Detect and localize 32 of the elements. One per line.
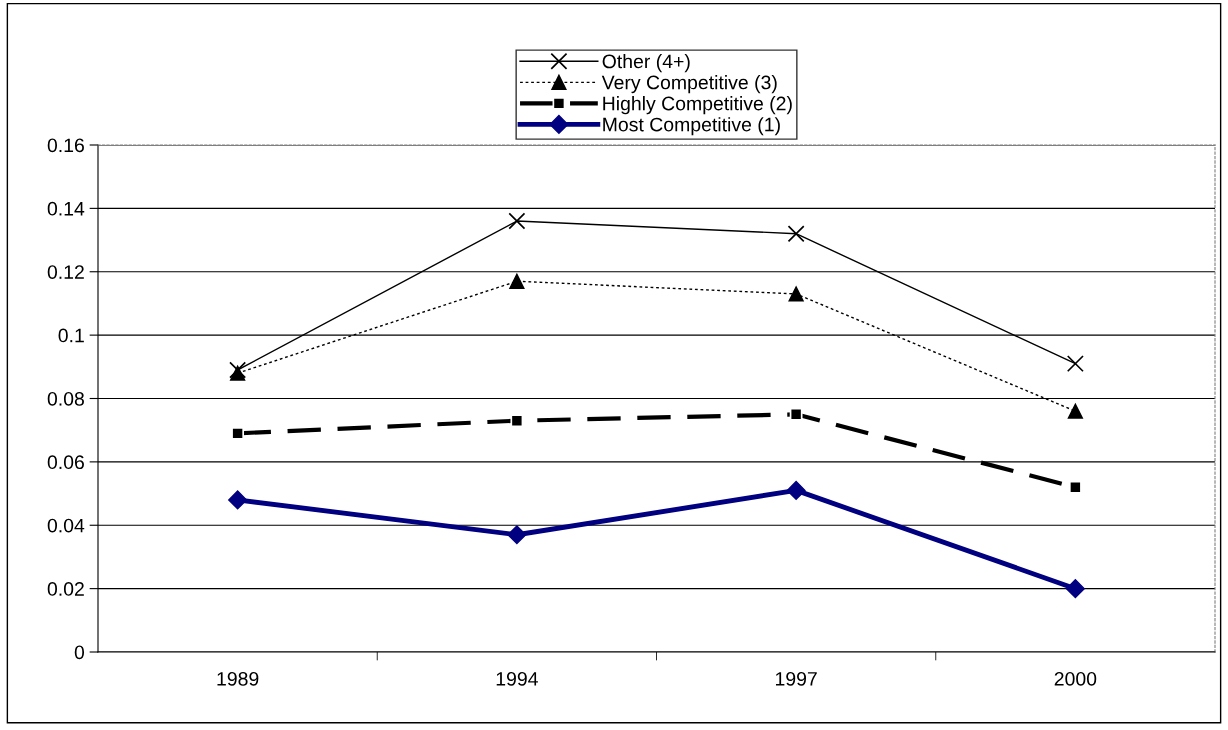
y-tick-label: 0.12 <box>47 265 84 279</box>
point <box>1065 579 1085 599</box>
y-tick-label: 0.14 <box>47 201 85 216</box>
x-tick-label: 1989 <box>217 671 259 686</box>
point <box>508 212 526 230</box>
y-tick-label: 0.16 <box>47 138 84 153</box>
point <box>228 490 248 510</box>
point <box>509 273 525 289</box>
point <box>786 480 806 500</box>
legend-label: Very Competitive (3) <box>601 75 777 94</box>
legend-label: Most Competitive (1) <box>603 117 780 136</box>
x-tick-label: 2000 <box>1054 671 1097 686</box>
point <box>787 225 805 243</box>
point <box>1068 480 1082 494</box>
point <box>1066 355 1084 373</box>
y-tick-label: 0 <box>74 645 85 660</box>
y-tick-label: 0.04 <box>47 518 85 533</box>
point <box>507 525 527 545</box>
y-tick-label: 0.1 <box>58 328 84 343</box>
legend-label: Other (4+) <box>602 54 690 73</box>
x-tick-label: 1997 <box>775 671 817 686</box>
x-tick-label: 1994 <box>496 671 538 686</box>
point <box>510 414 524 428</box>
point <box>788 286 804 302</box>
y-tick-label: 0.08 <box>47 391 84 406</box>
legend-label: Highly Competitive (2) <box>603 96 792 115</box>
point <box>789 407 803 421</box>
point <box>229 365 246 381</box>
y-tick-label: 0.06 <box>47 455 84 470</box>
point <box>1067 403 1084 419</box>
y-tick-label: 0.02 <box>47 582 84 596</box>
point <box>231 426 245 440</box>
